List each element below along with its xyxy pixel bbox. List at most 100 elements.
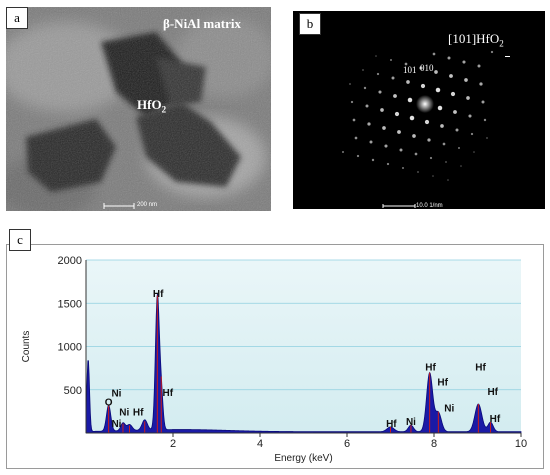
diffraction-spot xyxy=(464,78,468,82)
peak-label: Ni xyxy=(444,403,454,414)
scale-bar-label-a: 200 nm xyxy=(137,202,158,208)
zone-axis-label: [101]HfO2 xyxy=(448,31,504,49)
diffraction-spot xyxy=(427,138,431,142)
diffraction-spot xyxy=(468,114,472,118)
diffraction-spot xyxy=(486,137,488,139)
diffraction-spot xyxy=(470,132,474,136)
diffraction-spot xyxy=(369,140,373,144)
diffraction-spot xyxy=(447,56,451,60)
x-tick-label: 2 xyxy=(170,438,176,450)
peak-label: Ni xyxy=(111,419,121,430)
diffraction-spot xyxy=(419,66,423,70)
diffraction-spot xyxy=(447,179,449,181)
panel-a-label: a xyxy=(6,7,28,29)
diffraction-spot xyxy=(380,108,384,112)
diffraction-spot xyxy=(455,128,459,132)
diffraction-spot xyxy=(356,154,360,158)
diffraction-spot xyxy=(350,100,354,104)
diffraction-spot xyxy=(477,64,481,68)
diffraction-spot xyxy=(437,105,443,111)
diffraction-spot xyxy=(394,111,400,117)
index-101: 101 xyxy=(403,65,417,75)
diffraction-spot xyxy=(375,55,377,57)
diffraction-spot xyxy=(352,118,356,122)
diffraction-spot xyxy=(341,150,345,154)
y-tick-label: 2000 xyxy=(58,255,82,267)
diffraction-spot xyxy=(389,58,393,62)
diffraction-spot xyxy=(399,148,403,152)
tem-micrograph xyxy=(6,7,271,211)
panel-b-label: b xyxy=(299,13,321,35)
diffraction-spot xyxy=(386,162,390,166)
diffraction-spot xyxy=(376,72,380,76)
index-010: 010 xyxy=(420,63,434,73)
diffraction-spot xyxy=(481,100,485,104)
diffraction-spot xyxy=(365,104,369,108)
eds-spectrum-panel: 500 1000 1500 2000 2 4 6 8 10 Energy (keV) Counts … xyxy=(6,244,544,469)
diffraction-panel: [101]HfO2 101 010 10.0 1/nm xyxy=(293,11,545,209)
diffraction-spot xyxy=(432,175,434,177)
peak-label: O xyxy=(105,397,113,408)
peak-label: Ni xyxy=(119,408,129,419)
diffraction-spot xyxy=(414,152,418,156)
y-axis-label: Counts xyxy=(21,331,32,363)
y-tick-label: 1000 xyxy=(58,342,82,354)
diffraction-pattern xyxy=(341,50,494,208)
peak-label: Hf xyxy=(437,377,448,388)
diffraction-spot xyxy=(479,82,483,86)
diffraction-spot xyxy=(417,171,419,173)
spectrum-area xyxy=(85,293,522,434)
diffraction-spot xyxy=(440,124,444,128)
diffraction-spot xyxy=(445,161,447,163)
diffraction-spot xyxy=(483,118,487,122)
diffraction-spot xyxy=(406,80,410,84)
diffraction-spot xyxy=(424,119,430,125)
zone-axis-subscript: 2 xyxy=(499,38,504,49)
diffraction-spot xyxy=(432,52,436,56)
diffraction-spot xyxy=(371,158,375,162)
peak-label: Hf xyxy=(490,414,501,425)
diffraction-spot xyxy=(490,50,494,54)
diffraction-spot xyxy=(349,83,351,85)
diffraction-spot xyxy=(382,126,386,130)
diffraction-spot xyxy=(429,156,433,160)
diffraction-spot xyxy=(384,144,388,148)
diffraction-spot xyxy=(367,122,371,126)
diffraction-spot xyxy=(409,115,415,121)
y-tick-label: 1500 xyxy=(58,298,82,310)
peak-label: Hf xyxy=(153,289,164,300)
x-tick-label: 8 xyxy=(431,438,437,450)
diffraction-spot xyxy=(354,136,358,140)
peak-label: Hf xyxy=(386,419,397,430)
diffraction-spot xyxy=(407,97,413,103)
diffraction-spot xyxy=(453,110,457,114)
y-tick-label: 500 xyxy=(64,385,82,397)
diffraction-spot xyxy=(397,130,401,134)
diffraction-spot xyxy=(434,70,438,74)
x-tick-label: 10 xyxy=(515,438,527,450)
peak-label: Ni xyxy=(111,389,121,400)
matrix-label: β-NiAl matrix xyxy=(163,16,241,31)
peak-label: Ni xyxy=(406,417,416,428)
diffraction-spot xyxy=(420,83,426,89)
x-tick-label: 4 xyxy=(257,438,263,450)
peak-label: Hf xyxy=(475,363,486,374)
diffraction-spot xyxy=(450,91,456,97)
tem-image-panel: β-NiAl matrix HfO2 200 nm xyxy=(6,7,271,211)
precipitate-label: HfO2 xyxy=(137,97,167,115)
precipitate-subscript: 2 xyxy=(161,104,167,115)
scale-bar-label-b: 10.0 1/nm xyxy=(416,203,443,209)
x-axis-label: Energy (keV) xyxy=(274,453,332,464)
diffraction-spot xyxy=(449,74,453,78)
panel-c-label: c xyxy=(9,229,31,251)
diffraction-spot xyxy=(412,134,416,138)
diffraction-spot xyxy=(363,86,367,90)
diffraction-spot xyxy=(466,96,470,100)
diffraction-spot xyxy=(378,90,382,94)
diffraction-spot xyxy=(401,166,405,170)
diffraction-spot xyxy=(435,87,441,93)
diffraction-spot xyxy=(460,165,462,167)
peak-label: Hf xyxy=(162,388,173,399)
peak-label: Hf xyxy=(425,363,436,374)
